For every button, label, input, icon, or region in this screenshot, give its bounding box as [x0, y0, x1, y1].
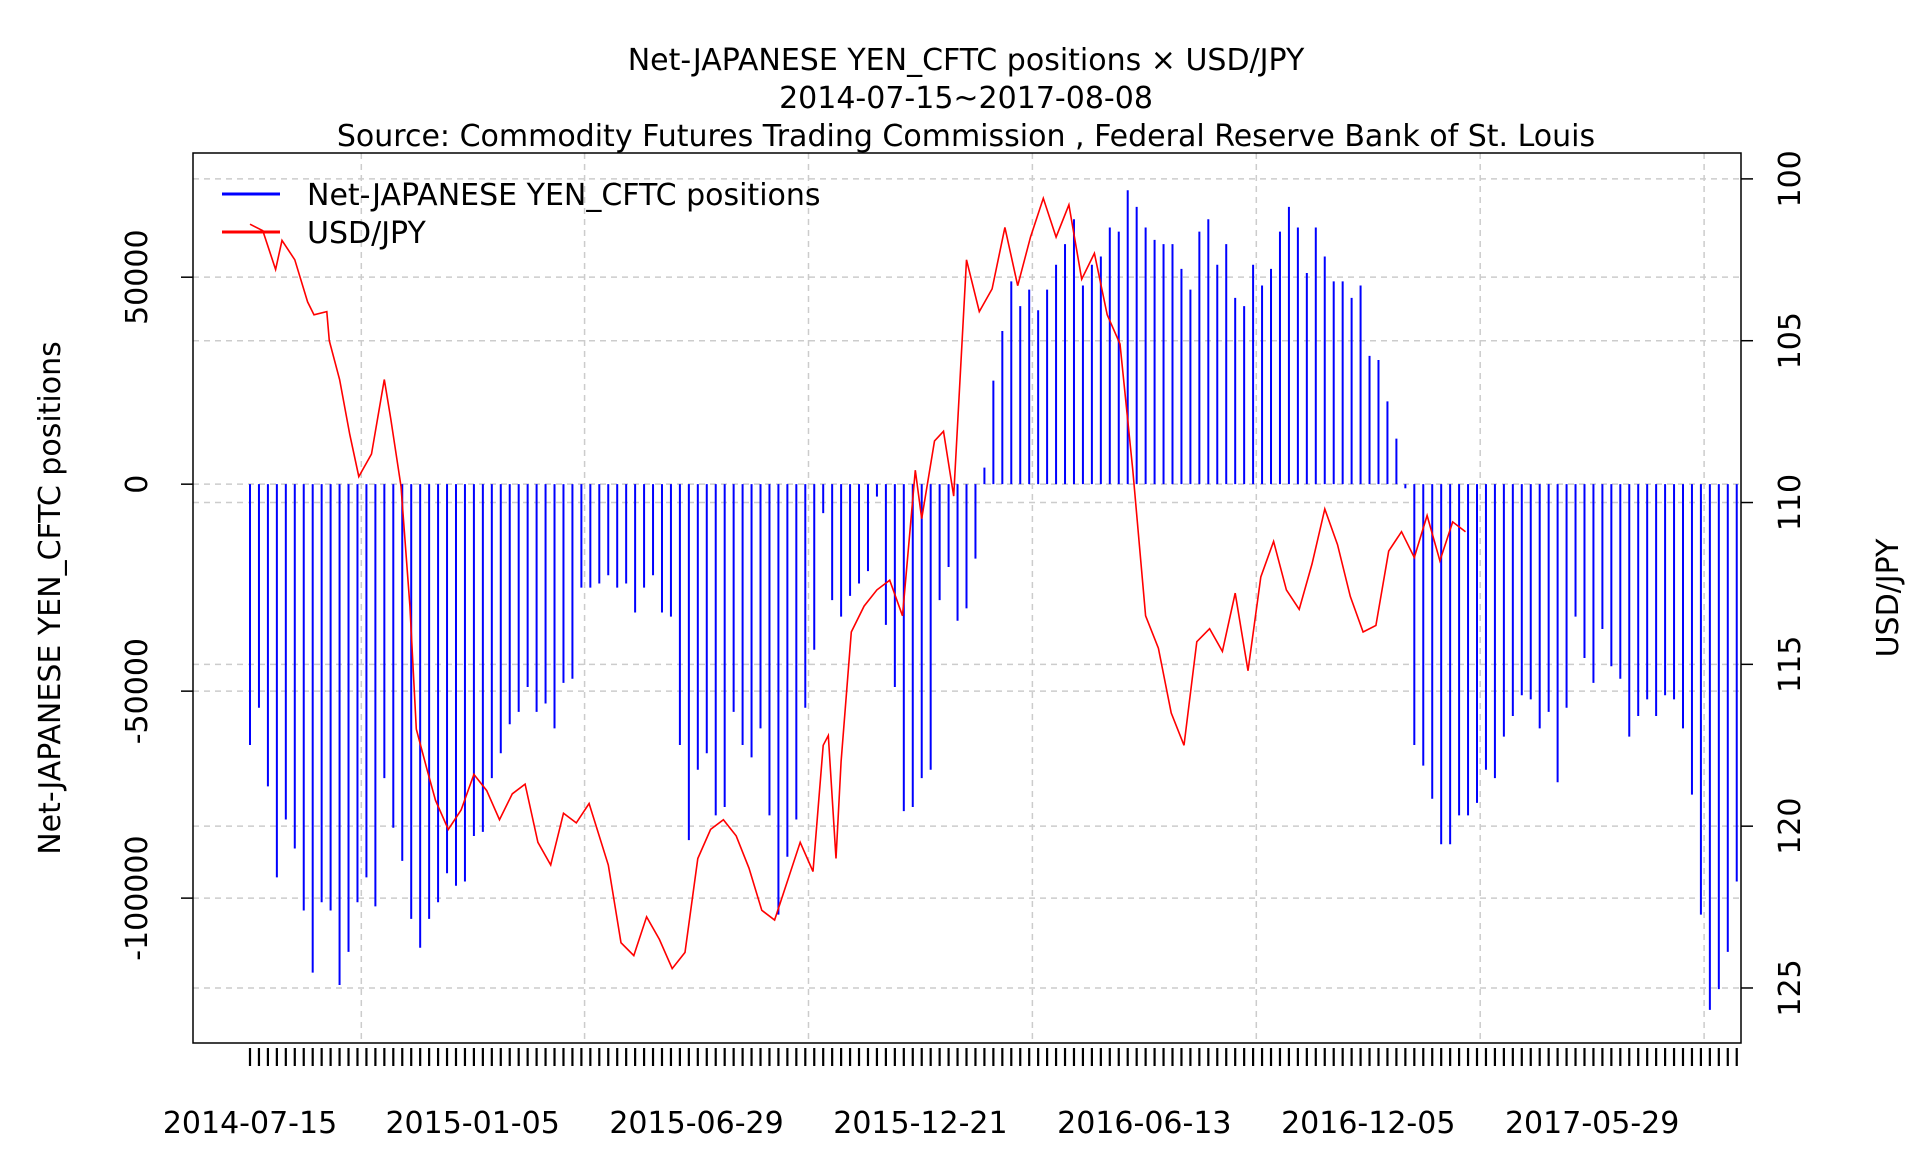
y-axis-left-tick-label: -50000: [120, 638, 155, 744]
x-axis-tick-label: 2016-12-05: [1281, 1106, 1455, 1141]
x-axis-tick-label: 2015-12-21: [833, 1106, 1007, 1141]
chart-subtitle: 2014-07-15~2017-08-08: [779, 81, 1153, 116]
x-axis-tick-label: 2016-06-13: [1057, 1106, 1231, 1141]
y-axis-right-tick-label: 100: [1773, 150, 1808, 207]
x-axis-tick-label: 2015-01-05: [385, 1106, 559, 1141]
y-axis-right-tick-label: 115: [1773, 636, 1808, 693]
y-axis-right-tick-label: 120: [1773, 798, 1808, 855]
x-axis-tick-label: 2014-07-15: [163, 1106, 337, 1141]
y-axis-right-tick-label: 105: [1773, 312, 1808, 369]
chart-source: Source: Commodity Futures Trading Commis…: [337, 119, 1595, 154]
y-axis-right-label: USD/JPY: [1871, 538, 1906, 657]
y-axis-left-tick-label: -100000: [120, 835, 155, 960]
plot-frame: [192, 152, 1742, 1044]
usdjpy-series-line: [249, 195, 1466, 971]
legend-label-bars: Net-JAPANESE YEN_CFTC positions: [307, 178, 821, 213]
legend: Net-JAPANESE YEN_CFTC positions USD/JPY: [222, 178, 821, 251]
y-axis-right-tick-label: 110: [1773, 474, 1808, 531]
legend-label-line: USD/JPY: [307, 216, 426, 251]
y-axis-left-tick-label: 50000: [120, 229, 155, 324]
y-axis-left-label: Net-JAPANESE YEN_CFTC positions: [33, 341, 68, 855]
chart-title: Net-JAPANESE YEN_CFTC positions × USD/JP…: [628, 43, 1305, 78]
x-axis-tick-label: 2015-06-29: [609, 1106, 783, 1141]
y-axis-right-tick-label: 125: [1773, 959, 1808, 1016]
axes-layer: 2014-07-15 2015-01-05 2015-06-29 2015-12-21…: [120, 150, 1808, 1141]
bar-series-layer: [249, 190, 1738, 1010]
x-axis-tick-label: 2017-05-29: [1505, 1106, 1679, 1141]
y-axis-left-tick-label: 0: [120, 475, 155, 494]
